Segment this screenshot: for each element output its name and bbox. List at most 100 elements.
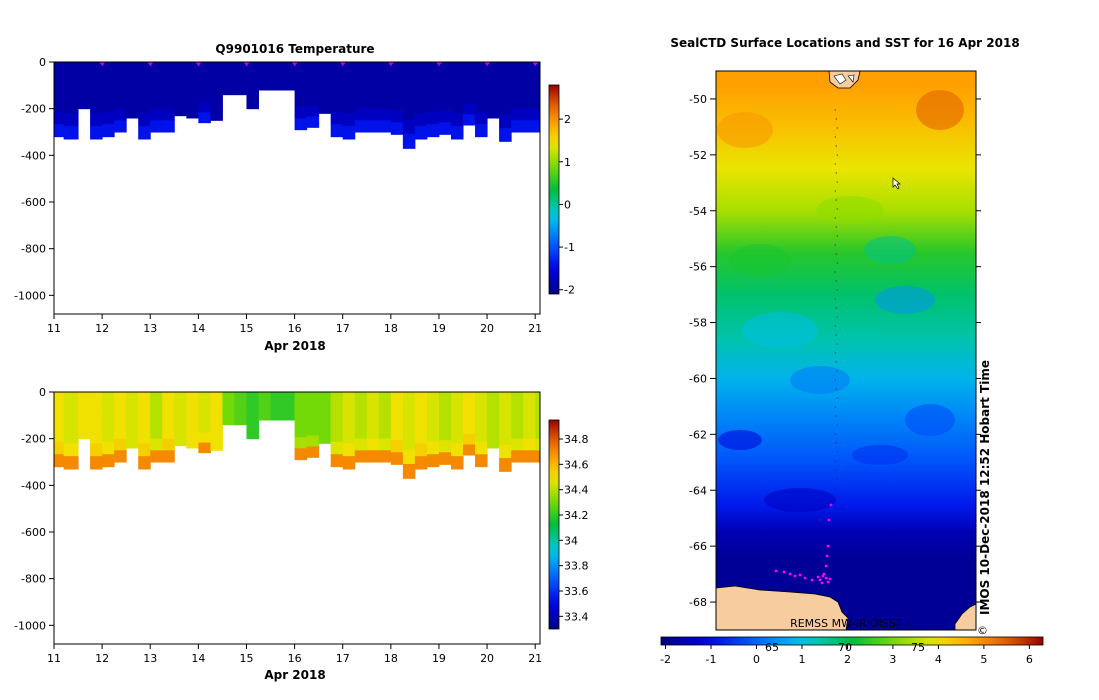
temperature-cell: [78, 69, 91, 79]
salinity-cell: [186, 438, 199, 449]
temperature-cell: [318, 96, 332, 106]
salinity-cell: [342, 443, 356, 457]
temperature-cell: [414, 62, 428, 76]
temperature-cell: [438, 62, 452, 75]
temperature-cell: [186, 108, 199, 119]
temperature-cell: [63, 87, 79, 101]
temperature-cell: [330, 74, 344, 88]
temperature-cell: [294, 62, 308, 74]
salinity-cell: [114, 415, 127, 428]
sst-patch: [916, 90, 964, 130]
seal-track: [774, 109, 838, 585]
salinity-cell: [523, 392, 536, 405]
temperature-cell: [63, 62, 79, 76]
temperature-cell: [222, 83, 235, 90]
salinity-cell: [150, 403, 163, 416]
temperature-cell: [63, 113, 79, 127]
sst-cbar-label: 0: [753, 653, 760, 666]
salinity-cell: [54, 416, 65, 430]
salinity-cell: [414, 392, 428, 406]
seal-track-point: [835, 442, 837, 444]
temperature-cell: [366, 120, 380, 133]
salinity-cell: [210, 440, 223, 451]
temperature-cell: [174, 88, 187, 99]
temperature-cell: [426, 86, 440, 100]
temperature-cell: [270, 85, 284, 91]
temperature-cell: [174, 97, 187, 108]
sst-lat-label: -60: [689, 372, 707, 385]
salinity-cell: [102, 392, 115, 405]
salinity-cell: [234, 392, 247, 398]
salinity-cell: [186, 392, 199, 402]
salinity-cell: [511, 392, 524, 405]
temperature-cell: [354, 120, 368, 133]
salinity-cell: [318, 417, 332, 427]
salinity-cell: [54, 404, 65, 418]
salinity-cell: [270, 396, 284, 402]
salinity-cell: [414, 430, 428, 444]
temperature-cell: [354, 85, 368, 98]
sst-cbar-label: 4: [935, 653, 942, 666]
salinity-cell: [90, 417, 103, 431]
seal-location: [828, 577, 832, 581]
temperature-cell: [102, 99, 115, 113]
temperature-cell: [342, 113, 356, 127]
salinity-cell: [246, 430, 260, 440]
temperature-cell: [246, 62, 260, 71]
salinity-cell: [438, 416, 452, 429]
salinity-cell: [210, 421, 223, 432]
temperature-cell: [210, 62, 223, 73]
temperature-cell: [270, 80, 284, 86]
temperature-cell: [366, 85, 380, 98]
seal-track-point: [836, 316, 838, 318]
salinity-cell: [126, 401, 139, 412]
temperature-cell: [210, 100, 223, 112]
temperature-cell: [78, 77, 91, 86]
salinity-cell: [234, 402, 247, 409]
salinity-cell: [198, 392, 211, 403]
temperature-cell: [138, 74, 151, 89]
sst-patch: [718, 430, 762, 450]
salinity-cell: [114, 403, 127, 416]
temperature-cell: [198, 112, 211, 124]
seal-track-point: [835, 145, 837, 147]
salinity-cell: [511, 427, 524, 440]
salinity-cell: [63, 430, 79, 444]
temperature-cbar-label: -1: [564, 241, 575, 254]
salinity-cell: [438, 428, 452, 441]
temperature-xtick-label: 20: [480, 322, 494, 335]
temperature-cell: [438, 86, 452, 99]
temperature-cell: [126, 99, 139, 110]
salinity-cell: [162, 427, 175, 440]
temperature-cell: [78, 85, 91, 94]
salinity-cell: [535, 403, 541, 416]
temperature-cell: [402, 133, 416, 149]
salinity-cell: [535, 415, 541, 428]
temperature-cell: [258, 62, 272, 68]
seal-track-point: [834, 460, 836, 462]
temperature-cell: [246, 69, 260, 79]
temperature-cell: [54, 62, 65, 75]
salinity-x-axis: 11 12 13 14 15 16 17 18 19 20 21: [47, 644, 542, 665]
temperature-cells: [54, 62, 541, 149]
salinity-cell: [475, 454, 488, 468]
salinity-cell: [138, 430, 151, 444]
temperature-cell: [475, 99, 488, 113]
salinity-cell: [222, 397, 235, 404]
salinity-cell: [54, 454, 65, 468]
sst-copyright: ©: [977, 624, 988, 637]
salinity-cell: [499, 431, 512, 446]
temperature-cell: [198, 62, 211, 73]
salinity-cell: [138, 417, 151, 431]
profile-marker: [291, 62, 298, 66]
temperature-cell: [378, 120, 392, 133]
salinity-cell: [366, 438, 380, 451]
seal-track-point: [836, 208, 838, 210]
salinity-cell: [342, 430, 356, 444]
salinity-cell: [294, 414, 308, 427]
temperature-cell: [354, 97, 368, 110]
salinity-xtick-label: 12: [95, 652, 109, 665]
sst-cbar-label: -1: [706, 653, 717, 666]
salinity-cell: [354, 403, 368, 416]
